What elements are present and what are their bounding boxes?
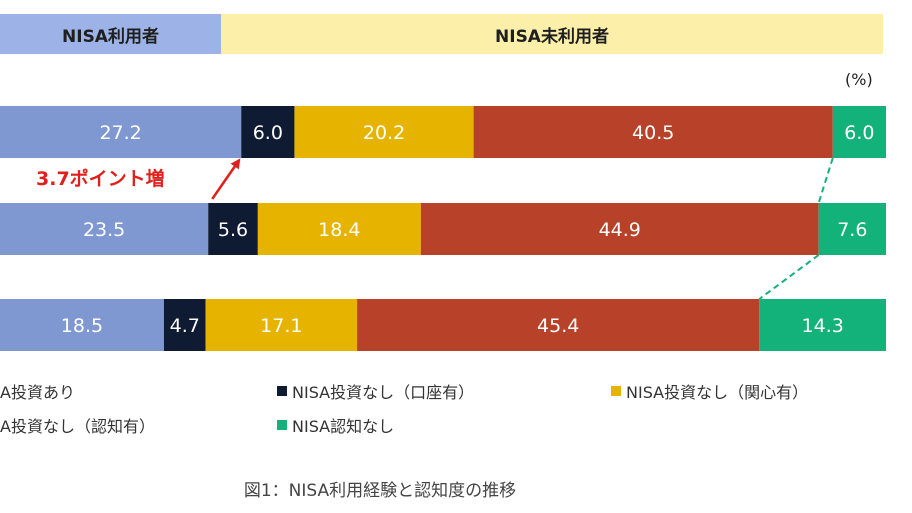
bar-segment-nisa-invest: [0, 299, 164, 351]
bar-segment-no-invest-account: [241, 106, 295, 158]
data-label: 7.6: [837, 219, 867, 241]
legend-item-no-invest-no-interest: A投資なし（認知有）: [0, 413, 155, 437]
header-nisa-non-users: NISA未利用者: [221, 14, 883, 54]
bar-segment-no-invest-account: [208, 203, 258, 255]
data-label: 20.2: [363, 122, 405, 144]
data-label: 44.9: [599, 219, 641, 241]
bar-segment-not-aware: [832, 106, 886, 158]
bar-segment-no-invest-interest: [205, 299, 358, 351]
bar-segment-no-invest-no-interest: [473, 106, 833, 158]
legend-label: NISA投資なし（口座有）: [292, 383, 475, 402]
data-label: 6.0: [844, 122, 874, 144]
header-nisa-users-label: NISA利用者: [62, 26, 159, 47]
legend-swatch: [611, 386, 621, 396]
data-label: 40.5: [632, 122, 674, 144]
legend-item-no-invest-interest: NISA投資なし（関心有）: [611, 379, 808, 403]
header-nisa-users: NISA利用者: [0, 14, 221, 54]
stacked-bar-chart: 27.2 6.0 20.2 40.5 6.0 23.5 5.6 18.4 44.9 7.6 18.5…: [0, 106, 886, 351]
data-label: 6.0: [253, 122, 283, 144]
bar-segment-not-aware: [759, 299, 886, 351]
legend-swatch: [277, 420, 287, 430]
data-label: 14.3: [801, 315, 843, 337]
header-nisa-non-users-label: NISA未利用者: [495, 26, 609, 47]
legend-label: NISA投資なし（関心有）: [626, 383, 809, 402]
legend-item-not-aware: NISA認知なし: [277, 413, 394, 437]
legend-swatch: [277, 386, 287, 396]
unit-label: (%): [845, 70, 873, 89]
bar-segment-nisa-invest: [0, 203, 209, 255]
increase-annotation: 3.7ポイント増: [36, 168, 165, 190]
data-label: 18.5: [61, 315, 103, 337]
legend-label: A投資なし（認知有）: [0, 417, 155, 436]
bar-segment-nisa-invest: [0, 106, 242, 158]
data-label: 18.4: [318, 219, 360, 241]
legend-item-no-invest-account: NISA投資なし（口座有）: [277, 379, 474, 403]
data-label: 4.7: [170, 315, 200, 337]
data-label: 5.6: [218, 219, 248, 241]
increase-arrow: [211, 158, 241, 200]
trend-connector-line: [758, 254, 820, 300]
bar-segment-no-invest-interest: [257, 203, 421, 255]
data-label: 23.5: [83, 219, 125, 241]
legend-label: NISA認知なし: [292, 417, 395, 436]
bar-segment-no-invest-no-interest: [357, 299, 760, 351]
figure-caption: 図1：NISA利用経験と認知度の推移: [243, 481, 517, 501]
bar-segment-no-invest-interest: [294, 106, 474, 158]
data-label: 45.4: [537, 315, 579, 337]
data-label: 27.2: [99, 122, 141, 144]
legend-item-nisa-invest: A投資あり: [0, 379, 75, 403]
bar-segment-no-invest-account: [163, 299, 206, 351]
bar-segment-not-aware: [818, 203, 886, 255]
trend-connector-line: [817, 157, 834, 204]
bar-segment-no-invest-no-interest: [420, 203, 819, 255]
data-label: 17.1: [260, 315, 302, 337]
legend-label: A投資あり: [0, 383, 75, 402]
